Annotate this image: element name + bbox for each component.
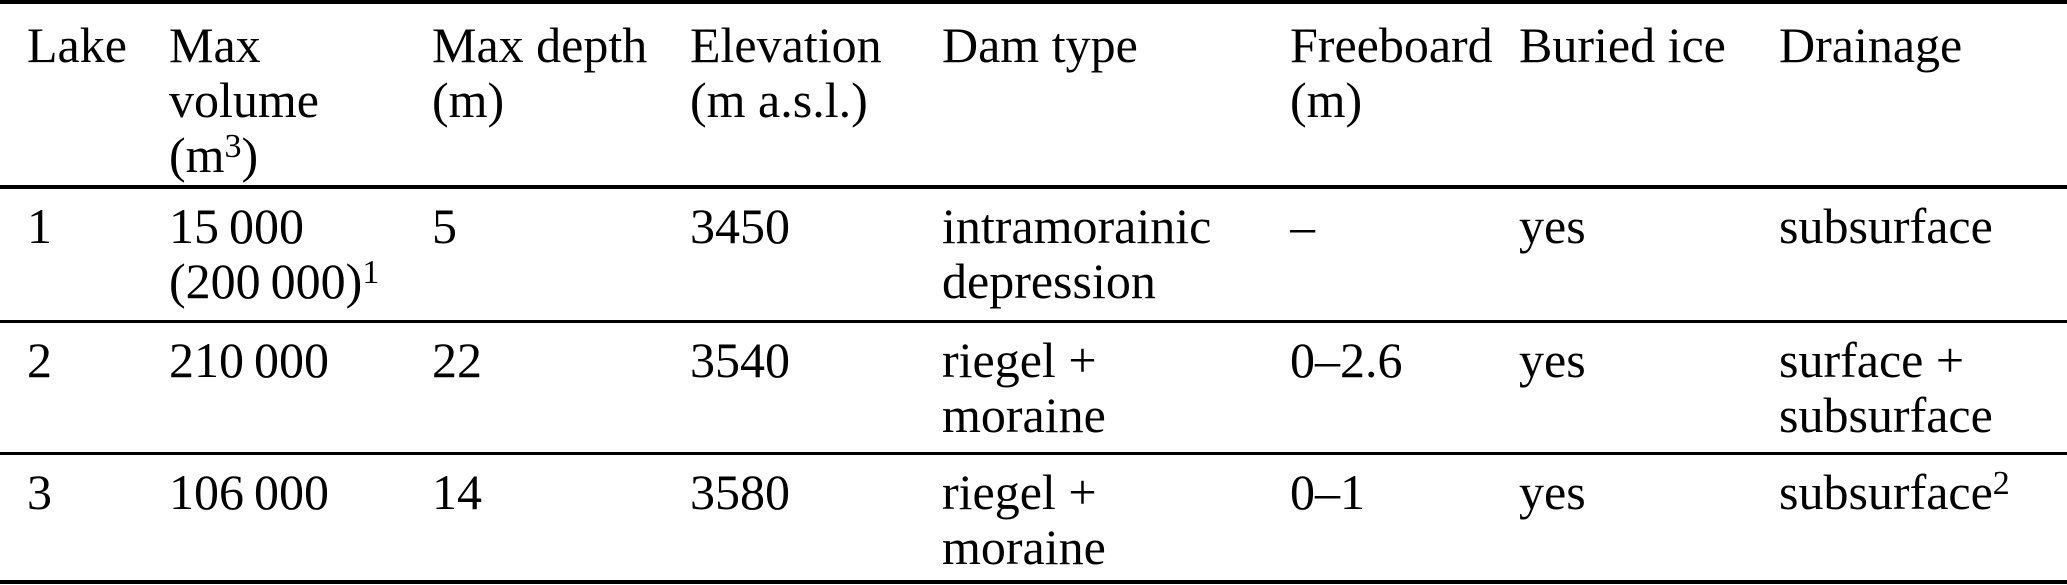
cell-max-depth: 5	[432, 187, 690, 323]
lake-id-value: 1	[27, 198, 52, 254]
cell-buried-ice: yes	[1519, 187, 1779, 323]
cell-max-volume: 106 000	[169, 454, 432, 583]
dam-type-value: riegel + moraine	[942, 332, 1106, 443]
cell-lake: 1	[0, 187, 169, 323]
table-row-lake-2: 2 210 000 22 3540 riegel + moraine 0–2.6…	[0, 321, 2067, 455]
col-header-elevation: Elevation (m a.s.l.)	[690, 2, 942, 189]
cell-drainage: subsurface	[1779, 187, 2067, 323]
buried-ice-value: yes	[1519, 198, 1586, 254]
max-depth-value: 5	[432, 198, 457, 254]
table-row-lake-3: 3 106 000 14 3580 riegel + moraine 0–1 y…	[0, 454, 2067, 583]
header-row: Lake Max volume (m3) Max depth (m) Eleva…	[0, 2, 2067, 189]
drainage-value: surface + subsurface	[1779, 332, 1993, 443]
cell-drainage: subsurface2	[1779, 454, 2067, 583]
col-header-dam-type: Dam type	[942, 2, 1290, 189]
cell-elevation: 3540	[690, 321, 942, 455]
cell-freeboard: 0–1	[1290, 454, 1519, 583]
max-depth-value: 14	[432, 464, 482, 520]
elevation-value: 3580	[690, 464, 790, 520]
col-header-freeboard-label: Freeboard (m)	[1290, 17, 1493, 128]
cell-buried-ice: yes	[1519, 321, 1779, 455]
max-depth-value: 22	[432, 332, 482, 388]
max-volume-value: 106 000	[169, 464, 330, 520]
cell-max-volume: 210 000	[169, 321, 432, 455]
col-header-max-volume-label-after: )	[241, 127, 259, 183]
max-volume-value: 15 000 (200 000)	[169, 198, 363, 309]
footnote-marker-2: 2	[1992, 464, 2010, 502]
cell-max-depth: 22	[432, 321, 690, 455]
table-row-lake-1: 1 15 000 (200 000)1 5 3450 intramorainic…	[0, 187, 2067, 323]
freeboard-value: 0–1	[1290, 464, 1365, 520]
cell-lake: 3	[0, 454, 169, 583]
col-header-drainage-label: Drainage	[1779, 17, 1963, 73]
cell-dam-type: intramorainic depression	[942, 187, 1290, 323]
footnote-marker-1: 1	[362, 253, 380, 291]
col-header-max-volume-label: Max volume (m	[169, 17, 319, 183]
col-header-max-depth: Max depth (m)	[432, 2, 690, 189]
col-header-drainage: Drainage	[1779, 2, 2067, 189]
cell-freeboard: –	[1290, 187, 1519, 323]
elevation-value: 3540	[690, 332, 790, 388]
col-header-lake-label: Lake	[27, 17, 127, 73]
lake-id-value: 2	[27, 332, 52, 388]
cell-buried-ice: yes	[1519, 454, 1779, 583]
col-header-max-volume: Max volume (m3)	[169, 2, 432, 189]
lake-id-value: 3	[27, 464, 52, 520]
col-header-dam-type-label: Dam type	[942, 17, 1138, 73]
freeboard-value: –	[1290, 198, 1315, 254]
buried-ice-value: yes	[1519, 464, 1586, 520]
cell-elevation: 3580	[690, 454, 942, 583]
drainage-value: subsurface	[1779, 198, 1993, 254]
col-header-buried-ice-label: Buried ice	[1519, 17, 1726, 73]
cell-dam-type: riegel + moraine	[942, 454, 1290, 583]
col-header-elevation-label: Elevation (m a.s.l.)	[690, 17, 882, 128]
col-header-max-depth-label: Max depth (m)	[432, 17, 648, 128]
drainage-value: subsurface	[1779, 464, 1993, 520]
cell-max-depth: 14	[432, 454, 690, 583]
cell-dam-type: riegel + moraine	[942, 321, 1290, 455]
cell-lake: 2	[0, 321, 169, 455]
max-volume-value: 210 000	[169, 332, 330, 388]
dam-type-value: intramorainic depression	[942, 198, 1212, 309]
max-volume-unit-exponent: 3	[224, 127, 242, 165]
elevation-value: 3450	[690, 198, 790, 254]
cell-max-volume: 15 000 (200 000)1	[169, 187, 432, 323]
dam-type-value: riegel + moraine	[942, 464, 1106, 575]
col-header-buried-ice: Buried ice	[1519, 2, 1779, 189]
buried-ice-value: yes	[1519, 332, 1586, 388]
cell-elevation: 3450	[690, 187, 942, 323]
col-header-freeboard: Freeboard (m)	[1290, 2, 1519, 189]
freeboard-value: 0–2.6	[1290, 332, 1403, 388]
cell-drainage: surface + subsurface	[1779, 321, 2067, 455]
cell-freeboard: 0–2.6	[1290, 321, 1519, 455]
col-header-lake: Lake	[0, 2, 169, 189]
